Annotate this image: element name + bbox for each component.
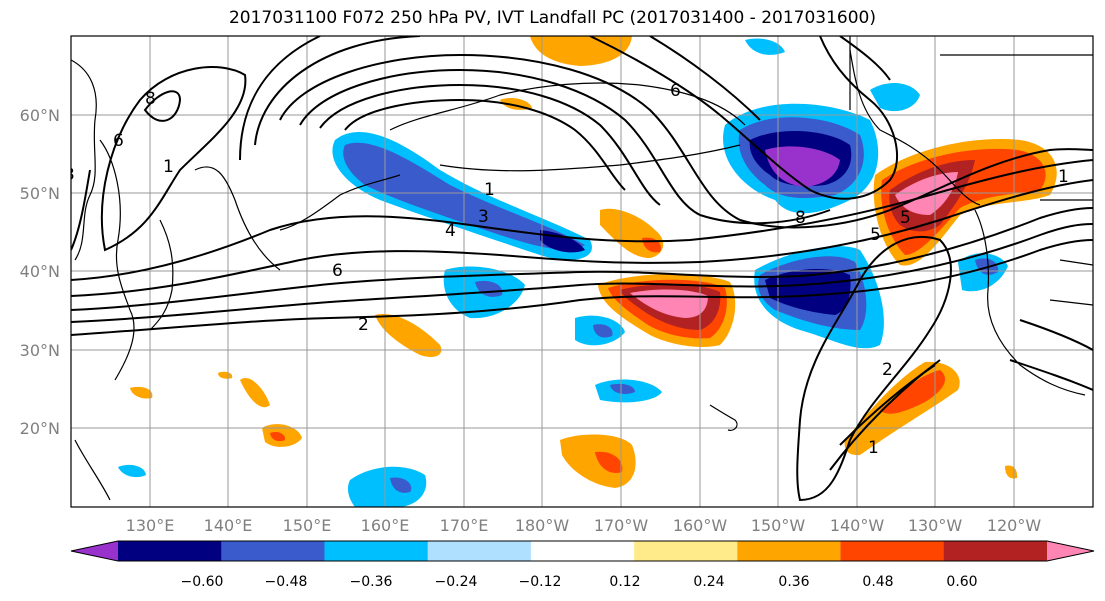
negative-anomaly-region (765, 268, 851, 315)
lon-tick-label: 140°E (204, 516, 253, 535)
negative-anomaly-region (745, 38, 785, 55)
map-title: 2017031100 F072 250 hPa PV, IVT Landfall… (228, 8, 876, 28)
colorbar-segment (324, 541, 429, 561)
longitude-tick-labels: 130°E 140°E 150°E 160°E 170°E 180°W 170°… (126, 516, 1042, 535)
contour-label: 1 (163, 157, 174, 177)
lat-tick-label: 20°N (20, 419, 60, 438)
negative-anomaly-region (347, 466, 427, 507)
colorbar-tick-label: 0.36 (778, 574, 809, 590)
colorbar-tick-label: 0.24 (693, 574, 724, 590)
colorbar-segment (840, 541, 945, 561)
pv-contours (71, 36, 1093, 502)
lon-tick-label: 130°W (908, 516, 963, 535)
contour-label: 4 (445, 221, 456, 241)
colorbar-segment (427, 541, 532, 561)
colorbar-outline (70, 540, 1095, 562)
colorbar-extend-min (71, 541, 118, 561)
positive-anomaly-region (880, 370, 945, 414)
lat-tick-label: 50°N (20, 184, 60, 203)
lon-tick-label: 140°W (830, 516, 885, 535)
lon-tick-label: 180°W (515, 516, 570, 535)
lat-tick-label: 30°N (20, 341, 60, 360)
colorbar-segment (118, 541, 222, 561)
negative-anomaly-region (593, 324, 613, 338)
colorbar-segment (737, 541, 842, 561)
positive-anomaly-region (595, 451, 623, 474)
contour-label: 5 (870, 225, 881, 245)
map-plot-area: 8 6 1 3 4 6 2 1 3 5 8 6 2 1 5 1 (64, 36, 1093, 507)
contour-label: 1 (484, 180, 495, 200)
latitude-tick-labels: 60°N 50°N 40°N 30°N 20°N (20, 106, 60, 438)
contour-label-group: 8 6 1 3 4 6 2 1 3 5 8 6 2 1 5 1 (64, 81, 1069, 458)
colorbar-tick-labels: −0.60 −0.48 −0.36 −0.24 −0.12 0.12 0.24 … (181, 574, 978, 590)
colorbar-segments (70, 540, 1095, 562)
contour-label: 8 (795, 208, 806, 228)
contour-label: 6 (332, 261, 343, 281)
negative-anomaly-region (390, 477, 412, 493)
lon-tick-label: 170°W (594, 516, 649, 535)
colorbar-tick-label: −0.60 (181, 574, 224, 590)
colorbar-tick-label: 0.60 (946, 574, 977, 590)
positive-anomaly-region (375, 314, 442, 357)
colorbar-segment (943, 541, 1048, 561)
positive-anomaly-region (240, 378, 270, 408)
negative-anomaly-region (610, 383, 635, 394)
colorbar-tick-label: −0.36 (350, 574, 393, 590)
anomaly-shading (118, 36, 1057, 507)
colorbar-tick-label: 0.48 (862, 574, 893, 590)
colorbar-segment (530, 541, 635, 561)
negative-anomaly-region (118, 464, 146, 478)
contour-label: 1 (868, 438, 879, 458)
colorbar-segment (634, 541, 738, 561)
positive-anomaly-region (130, 386, 153, 399)
lat-tick-label: 40°N (20, 262, 60, 281)
contour-label: 1 (1058, 167, 1069, 187)
lon-tick-label: 160°W (673, 516, 728, 535)
positive-anomaly-region (270, 431, 286, 442)
plot-frame (70, 35, 1094, 508)
contour-label: 8 (145, 89, 156, 109)
contour-label: 2 (882, 360, 893, 380)
contour-label: 3 (64, 165, 75, 185)
colorbar-segment (221, 541, 325, 561)
colorbar-tick-label: −0.24 (435, 574, 478, 590)
colorbar: −0.60 −0.48 −0.36 −0.24 −0.12 0.12 0.24 … (70, 540, 1095, 590)
positive-anomaly-region (218, 371, 233, 379)
contour-label: 3 (478, 207, 489, 227)
lon-tick-label: 150°E (283, 516, 332, 535)
lon-tick-label: 150°W (751, 516, 806, 535)
positive-anomaly-region (560, 434, 636, 488)
colorbar-tick-label: 0.12 (609, 574, 640, 590)
contour-label: 6 (670, 81, 681, 101)
negative-anomaly-region (765, 146, 840, 187)
lon-tick-label: 160°E (361, 516, 410, 535)
colorbar-extend-max (1047, 541, 1094, 561)
lon-tick-label: 120°W (987, 516, 1042, 535)
lat-tick-label: 60°N (20, 106, 60, 125)
contour-label: 6 (113, 131, 124, 151)
colorbar-tick-label: −0.12 (519, 574, 562, 590)
colorbar-tick-label: −0.48 (265, 574, 308, 590)
contour-label: 2 (358, 315, 369, 335)
lon-tick-label: 170°E (440, 516, 489, 535)
lon-tick-label: 130°E (126, 516, 175, 535)
negative-anomaly-region (870, 83, 920, 112)
contour-label: 5 (900, 208, 911, 228)
